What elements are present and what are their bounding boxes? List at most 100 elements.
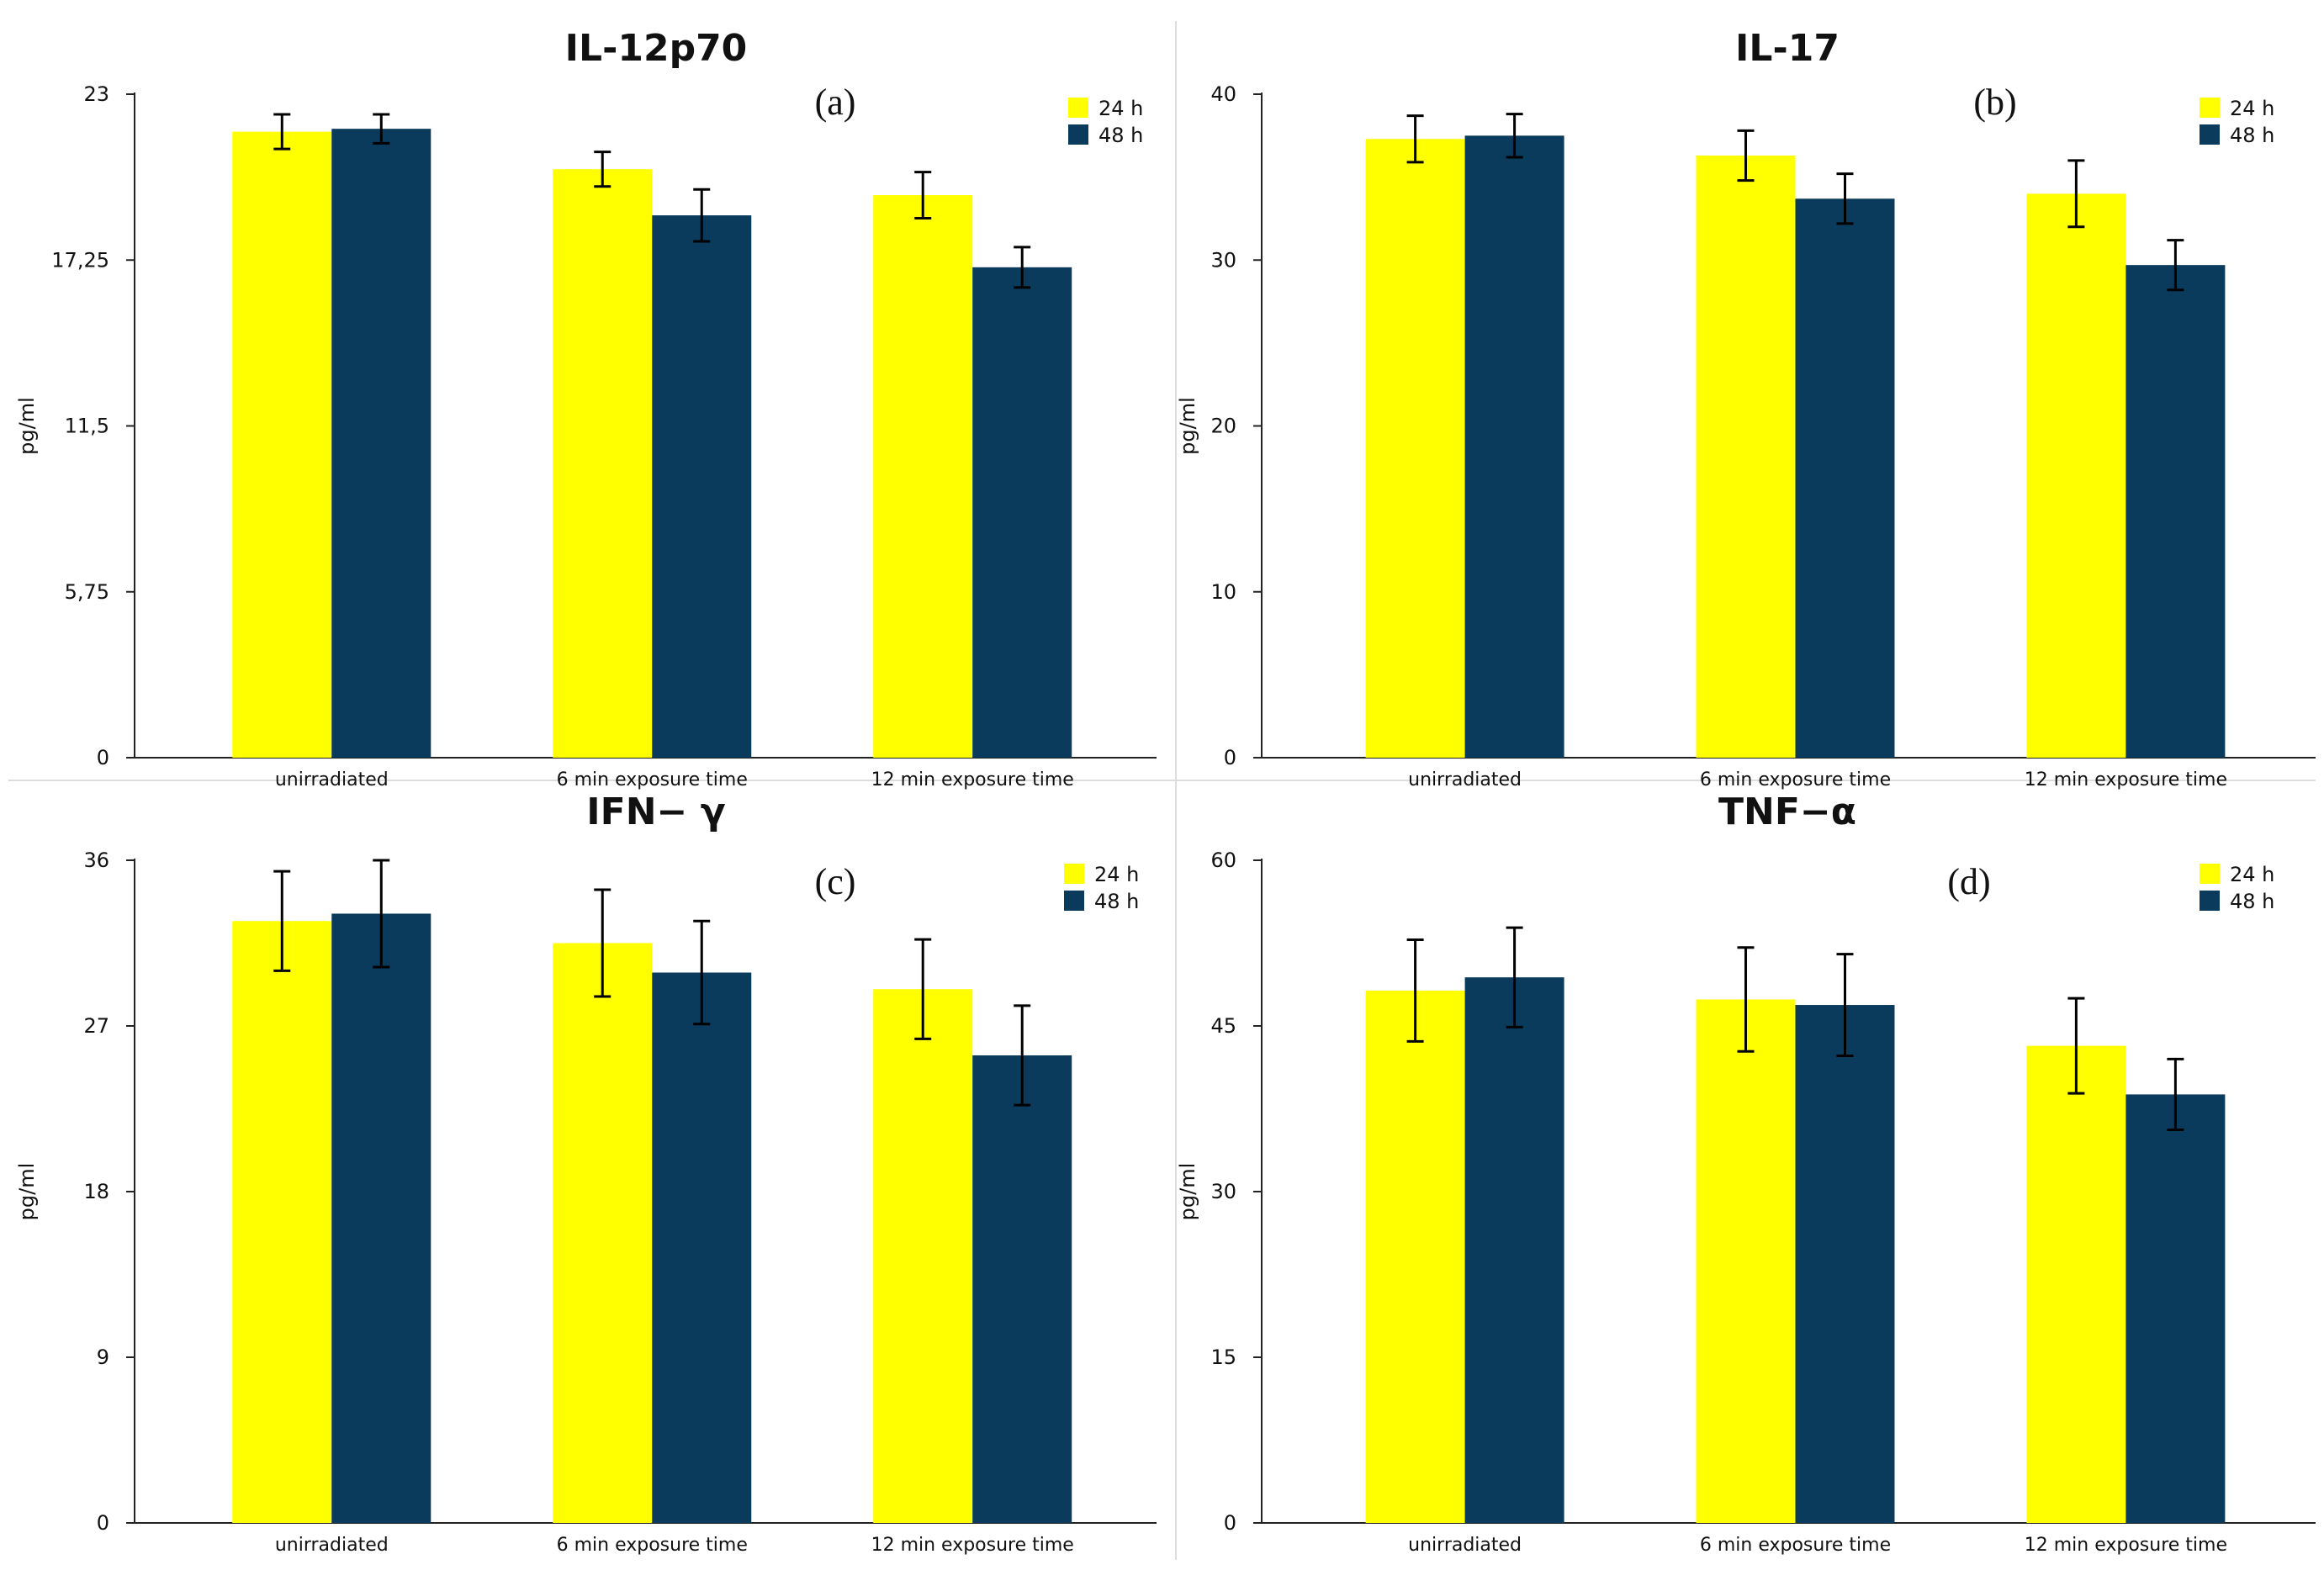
y-tick-label: 0 <box>1224 746 1236 769</box>
legend-swatch-24h <box>1064 864 1084 884</box>
bar-24h <box>553 943 653 1523</box>
legend-label: 24 h <box>1094 863 1139 886</box>
y-tick-label: 60 <box>1210 849 1236 872</box>
panel-label: (d) <box>1947 861 1990 902</box>
y-axis-label: pg/ml <box>15 1163 39 1221</box>
y-tick-label: 23 <box>83 82 109 106</box>
chart-panel-d: TNF−α (d) 0 15 30 45 60 pg/ml unirradiated 6 min … <box>1176 790 2316 1556</box>
chart-panel-b: IL-17 (b) 0 10 20 30 40 pg/ml unirradiated 6 min … <box>1176 27 2316 790</box>
x-tick-label: 12 min exposure time <box>2025 1535 2227 1556</box>
x-tick-label: 12 min exposure time <box>2025 769 2227 790</box>
legend: 24 h 48 h <box>1064 863 1139 913</box>
x-tick-label: 12 min exposure time <box>871 769 1074 790</box>
y-tick-label: 20 <box>1210 415 1236 438</box>
legend: 24 h 48 h <box>2200 97 2274 147</box>
bar-group <box>232 859 431 1523</box>
y-axis-label: pg/ml <box>1176 1163 1199 1221</box>
legend-label: 48 h <box>1094 890 1139 913</box>
y-tick-label: 30 <box>1210 248 1236 272</box>
bar-48h <box>331 129 431 758</box>
y-axis-label: pg/ml <box>15 397 39 455</box>
bar-48h <box>652 215 752 758</box>
y-tick-label: 18 <box>83 1180 109 1203</box>
legend-label: 48 h <box>2230 890 2274 913</box>
y-axis-label: pg/ml <box>1176 397 1199 455</box>
legend-label: 24 h <box>2230 97 2274 120</box>
bar-48h <box>2125 265 2226 759</box>
bar-48h <box>972 1055 1072 1523</box>
y-tick-label: 0 <box>97 1511 109 1535</box>
bar-24h <box>232 131 332 759</box>
x-tick-label: unirradiated <box>275 769 389 790</box>
legend-label: 48 h <box>2230 124 2274 147</box>
x-tick-label: 6 min exposure time <box>1700 769 1891 790</box>
legend-swatch-48h <box>2200 891 2220 911</box>
bar-24h <box>873 195 973 759</box>
bar-24h <box>1696 999 1796 1523</box>
x-tick-label: unirradiated <box>1408 1535 1522 1556</box>
y-tick-label: 36 <box>83 849 109 872</box>
chart-title: IL-12p70 <box>565 27 748 70</box>
legend-label: 24 h <box>1098 97 1143 120</box>
bar-24h <box>1365 139 1465 758</box>
x-tick-label: unirradiated <box>275 1535 389 1556</box>
legend-label: 48 h <box>1098 124 1143 147</box>
bar-48h <box>331 913 431 1523</box>
bar-24h <box>553 169 653 759</box>
bar-48h <box>1464 977 1564 1523</box>
y-tick-label: 40 <box>1210 82 1236 106</box>
bar-group <box>873 938 1072 1523</box>
bar-group <box>2026 997 2226 1523</box>
y-tick-label: 17,25 <box>51 248 109 272</box>
bar-48h <box>652 972 752 1523</box>
x-tick-label: 6 min exposure time <box>1700 1535 1891 1556</box>
legend-swatch-24h <box>2200 864 2220 884</box>
bar-24h <box>2026 193 2126 759</box>
bar-group <box>1696 129 1895 759</box>
x-tick-label: 6 min exposure time <box>557 769 748 790</box>
panel-label: (c) <box>815 861 856 902</box>
legend-swatch-48h <box>2200 124 2220 145</box>
legend-swatch-24h <box>2200 98 2220 118</box>
bar-group <box>2026 159 2226 759</box>
bar-24h <box>2026 1045 2126 1523</box>
x-tick-label: unirradiated <box>1408 769 1522 790</box>
bar-48h <box>1464 135 1564 758</box>
chart-panel-a: IL-12p70 (a) 0 5,75 11,5 17,25 23 pg/ml unirradi… <box>15 27 1157 790</box>
legend-label: 24 h <box>2230 863 2274 886</box>
bar-group <box>1365 926 1564 1523</box>
chart-title: IFN− γ <box>586 790 725 833</box>
bar-24h <box>873 989 973 1523</box>
bar-group <box>1696 946 1895 1523</box>
bar-48h <box>972 267 1072 759</box>
y-tick-label: 5,75 <box>65 580 109 604</box>
y-tick-label: 0 <box>1224 1511 1236 1535</box>
legend: 24 h 48 h <box>1068 97 1143 147</box>
legend: 24 h 48 h <box>2200 863 2274 913</box>
y-tick-label: 27 <box>83 1014 109 1038</box>
legend-swatch-48h <box>1064 891 1084 911</box>
bar-48h <box>1795 1005 1895 1523</box>
bar-group <box>1365 113 1564 758</box>
y-tick-label: 45 <box>1210 1014 1236 1038</box>
bar-group <box>553 888 752 1523</box>
bar-48h <box>1795 198 1895 758</box>
bar-24h <box>1365 990 1465 1523</box>
y-tick-label: 9 <box>97 1345 109 1369</box>
bar-48h <box>2125 1094 2226 1523</box>
bar-24h <box>232 921 332 1523</box>
chart-title: TNF−α <box>1718 790 1856 833</box>
y-tick-label: 10 <box>1210 580 1236 604</box>
bar-group <box>553 151 752 759</box>
x-tick-label: 12 min exposure time <box>871 1535 1074 1556</box>
bar-24h <box>1696 155 1796 759</box>
panel-label: (b) <box>1973 82 2016 123</box>
bar-group <box>232 113 431 759</box>
chart-title: IL-17 <box>1735 27 1840 70</box>
y-tick-label: 15 <box>1210 1345 1236 1369</box>
bar-group <box>873 171 1072 759</box>
y-tick-label: 30 <box>1210 1180 1236 1203</box>
y-tick-label: 0 <box>97 746 109 769</box>
